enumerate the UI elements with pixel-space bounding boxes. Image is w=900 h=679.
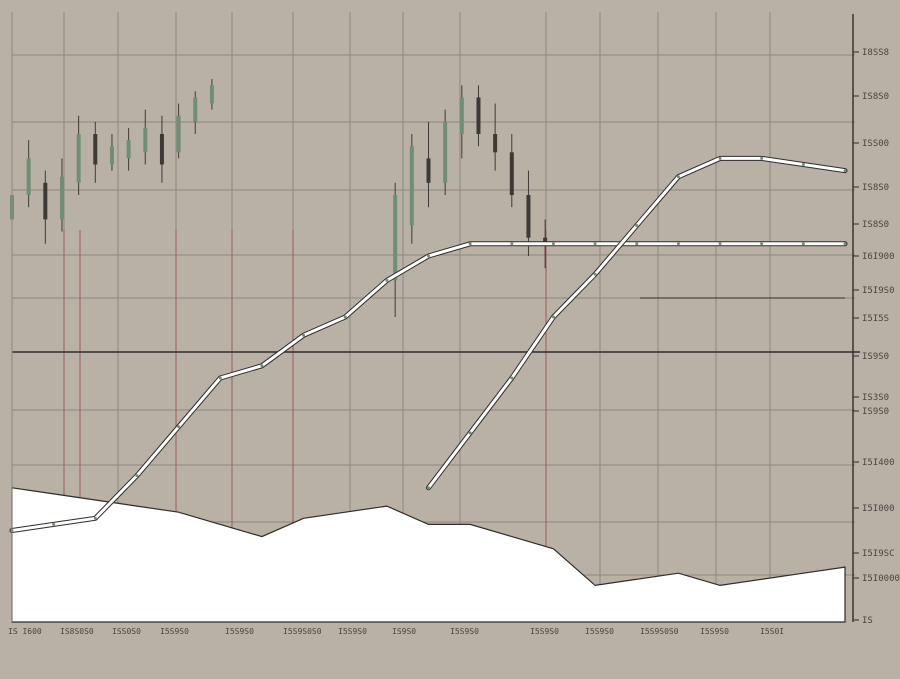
trend-line (427, 156, 847, 490)
x-tick-label: I5S9S0S0 (640, 627, 679, 636)
data-point (52, 522, 56, 526)
data-point (593, 272, 597, 276)
candle-body (126, 140, 131, 159)
x-tick-label: I5S9S0 (160, 627, 189, 636)
data-point (218, 376, 222, 380)
y-tick-label: I6I900 (862, 252, 895, 262)
candle-body (26, 158, 31, 195)
y-tick-label: I5I9S0 (862, 286, 895, 296)
data-point (135, 474, 139, 478)
data-point (843, 242, 847, 246)
y-tick-label: I5I5S (862, 314, 889, 324)
candle-body (109, 146, 114, 165)
label-layer: I8SS8 IS8S0 ISS00 IS8S0 IS8S0 I6I900 I5I9S0 I5I… (8, 48, 900, 636)
candle-body (176, 115, 181, 153)
candle-body (59, 176, 64, 220)
x-tick-label: I5S9S0 (225, 627, 254, 636)
data-point (468, 242, 472, 246)
candle-body (143, 127, 148, 153)
data-point (260, 364, 264, 368)
data-point (177, 425, 181, 429)
data-point (676, 175, 680, 179)
y-tick-label: IS8S0 (862, 92, 889, 102)
x-tick-label: ISS0S0 (112, 627, 141, 636)
trend-line-outline (426, 155, 848, 491)
candle-body (209, 85, 214, 104)
candle-body (509, 152, 514, 195)
data-point (593, 242, 597, 246)
y-tick-label: IS (862, 616, 873, 626)
candle-body (426, 158, 431, 183)
x-tick-label: I5S9S0 (585, 627, 614, 636)
x-tick-label: IS I600 (8, 627, 42, 636)
x-tick-label: I5S9S0 (700, 627, 729, 636)
candle-body (43, 182, 48, 220)
data-point (760, 156, 764, 160)
data-point (343, 315, 347, 319)
y-tick-label: IS8S0 (862, 220, 889, 230)
x-tick-label: I5S9S0S0 (283, 627, 322, 636)
candle-body (409, 146, 414, 226)
data-point (801, 242, 805, 246)
data-point (551, 242, 555, 246)
x-tick-label: IS9S0 (392, 627, 416, 636)
data-point (510, 242, 514, 246)
data-point (635, 242, 639, 246)
data-point (718, 156, 722, 160)
data-point (635, 224, 639, 227)
data-point (551, 315, 555, 319)
grid-layer (12, 12, 860, 622)
area-series (11, 487, 846, 623)
data-point (468, 431, 472, 435)
candle-body (159, 134, 164, 165)
y-tick-label: I8SS8 (862, 48, 889, 58)
data-point (427, 486, 430, 490)
y-tick-label: I5I0000 (862, 574, 900, 584)
candle-body (76, 134, 81, 183)
data-point (385, 278, 389, 282)
candle-body (443, 121, 448, 183)
candle-body (543, 237, 548, 244)
data-point (427, 254, 430, 258)
candle-body (93, 134, 98, 165)
candle-body (526, 195, 531, 238)
data-point (93, 516, 97, 520)
x-tick-label: I5S0I (760, 627, 784, 636)
candle-body (476, 97, 481, 134)
x-tick-label: I5S9S0 (338, 627, 367, 636)
x-tick-label: IS8S0S0 (60, 627, 94, 636)
data-point (510, 376, 514, 380)
y-tick-label: IS9S0 (862, 407, 889, 417)
candle-body (493, 134, 498, 153)
y-tick-label: I5I400 (862, 458, 895, 468)
x-tick-label: I5S9S0 (450, 627, 479, 636)
data-point (801, 163, 805, 166)
series-layer (9, 155, 848, 533)
y-tick-label: IS8S0 (862, 183, 889, 193)
y-tick-label: IS9S0 (862, 352, 889, 362)
data-point (760, 242, 764, 246)
y-tick-label: I5I000 (862, 504, 895, 514)
y-tick-label: ISS00 (862, 139, 889, 149)
y-tick-label: IS3S0 (862, 393, 889, 403)
candle-body (459, 97, 464, 134)
data-point (718, 242, 722, 246)
candle-body (393, 195, 398, 281)
x-tick-label: I5S9S0 (530, 627, 559, 636)
candle-body (193, 97, 198, 122)
y-tick-label: I5I9SC (862, 549, 895, 559)
data-point (676, 242, 680, 246)
data-point (302, 333, 306, 337)
area-layer (11, 487, 846, 623)
candle-layer (10, 79, 548, 317)
data-point (843, 169, 847, 173)
